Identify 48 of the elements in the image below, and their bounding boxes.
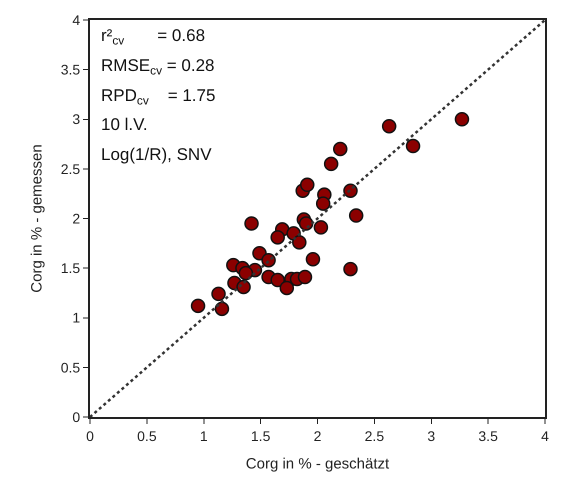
point xyxy=(300,178,315,192)
x-tick-label: 2 xyxy=(314,428,322,444)
y-tick-label: 1.5 xyxy=(60,260,80,276)
point xyxy=(343,262,358,276)
annotation: RMSE$_{cv}$ = 0.28 xyxy=(101,56,214,78)
y-tick-label: 1 xyxy=(72,310,80,326)
x-tick-label: 3 xyxy=(427,428,436,444)
annotation: Log(1/R), SNV xyxy=(101,145,212,164)
x-tick-label: 0 xyxy=(86,428,94,444)
point xyxy=(238,266,254,280)
x-tick-label: 1 xyxy=(200,428,208,444)
x-tick-label: 3.5 xyxy=(478,428,498,444)
x-tick-label: 0.5 xyxy=(137,428,157,444)
point xyxy=(270,230,285,245)
point xyxy=(382,118,396,134)
text: r²$_{cv}$ = 0.68 xyxy=(101,26,206,48)
point xyxy=(292,235,307,250)
point xyxy=(211,286,226,302)
point xyxy=(244,216,259,231)
point xyxy=(214,302,230,316)
point xyxy=(190,298,206,314)
y-tick-label: 0 xyxy=(72,408,80,425)
y-axis-title: Corg in % - gemessen xyxy=(28,144,46,293)
x-axis-title: Corg in % - geschätzt xyxy=(246,455,390,472)
y-tick-label: 2.5 xyxy=(60,160,80,177)
point xyxy=(324,156,338,172)
point xyxy=(306,252,320,266)
y-tick-label: 2 xyxy=(72,210,80,226)
point xyxy=(298,270,312,284)
x-tick-label: 1.5 xyxy=(250,428,271,444)
point xyxy=(348,208,364,223)
point xyxy=(252,246,267,260)
point xyxy=(280,280,294,296)
point xyxy=(454,112,470,126)
x-tick-label: 2.5 xyxy=(364,428,384,444)
point xyxy=(298,216,314,231)
y-tick-label: 0.5 xyxy=(60,359,80,376)
y-tick-label: 3 xyxy=(72,111,80,128)
x-tick-label: 4 xyxy=(541,428,550,444)
point xyxy=(270,272,285,288)
point xyxy=(316,196,330,211)
y-tick-label: 3.5 xyxy=(60,62,80,78)
point xyxy=(406,138,420,154)
y-tick-label: 4 xyxy=(72,12,80,28)
point xyxy=(314,220,328,235)
annotation: 10 l.V. xyxy=(101,115,148,134)
point xyxy=(333,142,348,156)
text: RPD$_{cv}$ = 1.75 xyxy=(101,86,216,108)
